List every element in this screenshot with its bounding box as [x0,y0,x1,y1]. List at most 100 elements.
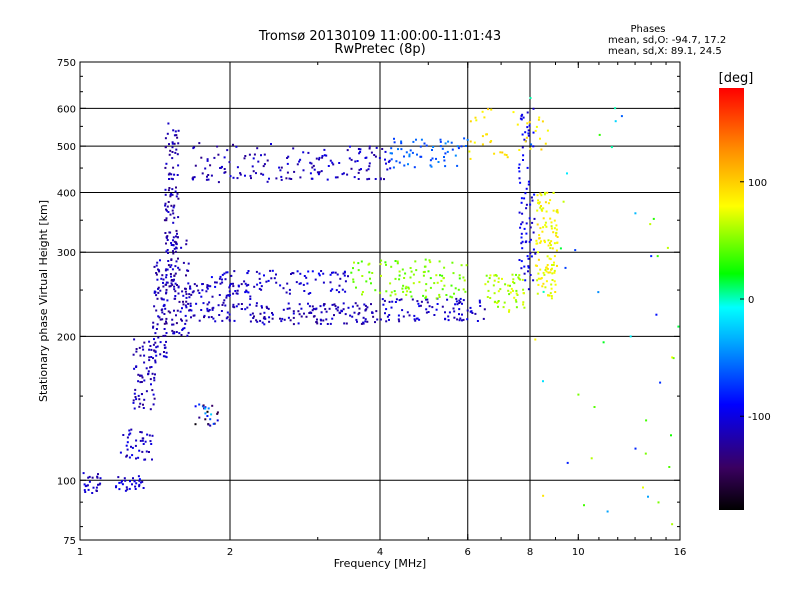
echo-point [87,476,90,479]
echo-point [292,310,295,313]
echo-point [544,142,547,145]
echo-point [512,111,515,114]
echo-point [252,157,255,160]
echo-point [518,177,521,180]
echo-point [165,236,168,239]
echo-point [518,211,521,214]
echo-point [247,283,250,286]
echo-point [444,311,446,314]
echo-point [206,158,209,161]
echo-point [542,217,545,220]
echo-point [351,315,354,318]
echo-point [155,264,158,267]
grid [80,62,680,540]
echo-point [468,150,471,153]
echo-point [522,159,524,161]
echo-point [288,177,291,180]
echo-point [312,164,315,167]
echo-point [326,323,329,325]
echo-point [315,320,318,323]
data-points [82,97,680,526]
echo-point [329,322,332,325]
echo-point [523,197,526,200]
echo-point [169,149,172,152]
echo-point [541,285,544,288]
echo-point [538,116,541,119]
echo-point [553,242,556,245]
echo-point [342,302,345,305]
echo-point [287,316,290,319]
echo-point [177,285,180,288]
echo-point [425,311,428,314]
echo-point [443,266,446,269]
echo-point [311,309,314,312]
echo-point [165,340,167,343]
echo-point [366,306,369,309]
echo-point [131,446,134,449]
x-tick-label: 8 [527,547,533,558]
echo-point [358,152,361,155]
echo-point [299,282,302,285]
echo-point [355,318,358,321]
echo-point [554,291,557,293]
echo-point [246,272,249,274]
echo-point [142,403,144,406]
echo-point [358,307,361,310]
echo-point [275,177,278,180]
echo-point [521,278,524,281]
echo-point [556,211,559,214]
echo-point [232,143,234,146]
echo-point [398,270,401,273]
echo-point [422,294,425,297]
echo-point [543,193,546,196]
echo-point [165,276,168,279]
echo-point [263,163,266,166]
echo-point [451,148,454,151]
echo-point [167,260,170,262]
echo-point [549,292,552,295]
echo-point [353,176,356,179]
echo-point [537,251,539,254]
echo-point [348,157,351,160]
echo-point [323,303,326,306]
echo-point [153,291,156,294]
echo-point [152,357,154,360]
echo-point [331,271,333,274]
echo-point [343,322,346,325]
echo-point [298,160,301,163]
echo-point [318,158,320,161]
echo-point [134,396,137,398]
echo-point [521,247,524,250]
echo-point [198,142,201,145]
echo-point [210,316,213,318]
echo-point [155,309,158,312]
echo-point [549,247,552,250]
echo-point [165,351,168,354]
echo-point [425,298,428,301]
echo-point [536,209,539,212]
echo-point [656,255,659,258]
echo-point [302,283,305,286]
echo-point [325,318,328,321]
echo-point [275,281,278,284]
echo-point [435,297,438,300]
echo-point [165,281,168,284]
echo-point [517,276,520,279]
echo-point [544,221,547,224]
echo-point [446,150,449,153]
echo-point [119,451,122,454]
echo-point [148,434,151,437]
echo-point [458,299,461,302]
echo-point [574,249,577,252]
echo-point [297,310,300,313]
echo-point [177,266,180,269]
echo-point [344,290,347,293]
echo-point [552,231,555,234]
echo-point [466,309,469,312]
echo-point [178,332,181,335]
echo-point [307,302,309,305]
echo-point [429,159,432,162]
echo-point [465,145,467,147]
echo-point [210,413,213,416]
echo-point [550,225,553,228]
